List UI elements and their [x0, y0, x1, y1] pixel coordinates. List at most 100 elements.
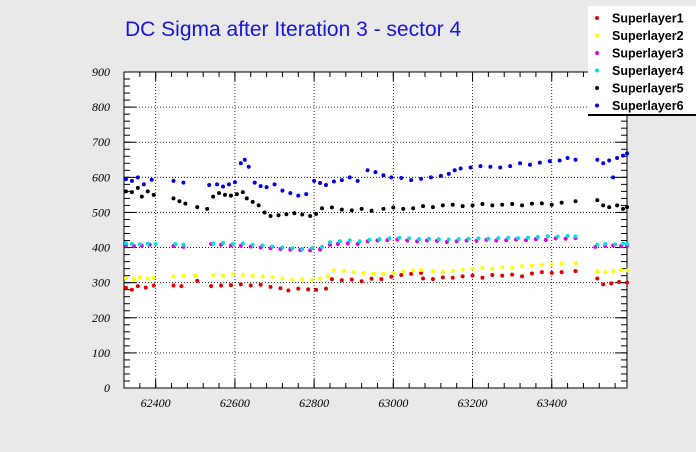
data-point — [211, 272, 216, 277]
data-point — [391, 205, 396, 210]
x-tick-label: 62400 — [141, 396, 171, 410]
data-point — [450, 275, 455, 280]
data-point — [123, 241, 128, 246]
data-point — [508, 164, 513, 169]
data-point — [601, 203, 606, 208]
data-point — [500, 273, 505, 278]
legend-marker — [595, 103, 599, 108]
data-point — [480, 265, 485, 270]
data-point — [391, 270, 396, 275]
data-point — [539, 201, 544, 206]
data-point — [137, 275, 142, 280]
data-point — [399, 176, 404, 181]
data-point — [409, 178, 414, 183]
data-point — [369, 276, 374, 281]
data-point — [359, 206, 364, 211]
data-point — [480, 202, 485, 207]
data-point — [367, 237, 372, 242]
data-point — [545, 234, 550, 239]
series-superlayer6 — [123, 151, 629, 198]
data-point — [171, 196, 176, 201]
data-point — [296, 286, 301, 291]
data-point — [625, 205, 629, 210]
data-point — [409, 271, 414, 276]
y-tick-label: 300 — [91, 276, 110, 290]
data-point — [543, 237, 548, 242]
data-point — [242, 157, 247, 162]
data-point — [300, 212, 305, 217]
data-point — [369, 208, 374, 213]
data-point — [331, 268, 336, 273]
data-point — [123, 285, 128, 290]
data-point — [296, 193, 301, 198]
data-point — [615, 203, 620, 208]
data-point — [217, 191, 222, 196]
data-point — [139, 194, 144, 199]
data-point — [500, 264, 505, 269]
y-tick-label: 400 — [92, 241, 110, 255]
data-point — [221, 273, 226, 278]
data-point — [193, 273, 198, 278]
data-point — [401, 206, 406, 211]
y-tick-label: 500 — [92, 205, 110, 219]
data-point — [230, 272, 235, 277]
data-point — [320, 244, 325, 249]
data-point — [221, 184, 226, 189]
chart-title: DC Sigma after Iteration 3 - sector 4 — [125, 18, 461, 41]
data-point — [310, 277, 315, 282]
data-point — [339, 178, 344, 183]
data-point — [312, 178, 317, 183]
data-point — [565, 233, 570, 238]
legend-marker — [595, 86, 599, 90]
data-point — [339, 278, 344, 283]
data-point — [129, 287, 134, 292]
data-point — [611, 269, 616, 274]
y-tick-label: 200 — [92, 311, 110, 325]
data-point — [318, 180, 323, 185]
data-point — [288, 191, 293, 196]
data-point — [205, 206, 210, 211]
points-layer — [123, 151, 629, 293]
data-point — [314, 211, 319, 216]
data-point — [480, 275, 485, 280]
data-point — [195, 205, 200, 210]
data-point — [557, 158, 562, 163]
data-point — [209, 284, 214, 289]
data-point — [232, 180, 237, 185]
data-point — [373, 170, 378, 175]
data-point — [595, 198, 600, 203]
data-point — [539, 262, 544, 267]
data-point — [177, 199, 182, 204]
x-tick-label: 62800 — [299, 396, 329, 410]
data-point — [456, 237, 461, 242]
data-point — [135, 175, 140, 180]
data-point — [419, 176, 424, 181]
data-point — [607, 158, 612, 163]
x-tick-label: 62600 — [220, 396, 250, 410]
data-point — [151, 192, 156, 197]
data-point — [135, 284, 140, 289]
data-point — [306, 287, 311, 292]
data-point — [320, 206, 325, 211]
data-point — [450, 202, 455, 207]
data-point — [573, 269, 578, 274]
data-point — [520, 274, 525, 279]
data-point — [250, 242, 255, 247]
data-point — [252, 180, 257, 185]
data-point — [129, 242, 134, 247]
data-point — [529, 201, 534, 206]
legend-label: Superlayer6 — [612, 99, 684, 113]
data-point — [361, 270, 366, 275]
data-point — [345, 241, 350, 246]
data-point — [173, 242, 178, 247]
x-tick-label: 63200 — [458, 396, 488, 410]
data-point — [181, 180, 186, 185]
data-point — [389, 274, 394, 279]
data-point — [355, 178, 360, 183]
data-point — [270, 244, 275, 249]
data-point — [428, 175, 433, 180]
y-tick-label: 100 — [92, 346, 110, 360]
data-point — [260, 243, 265, 248]
data-point — [357, 239, 362, 244]
data-point — [407, 236, 412, 241]
